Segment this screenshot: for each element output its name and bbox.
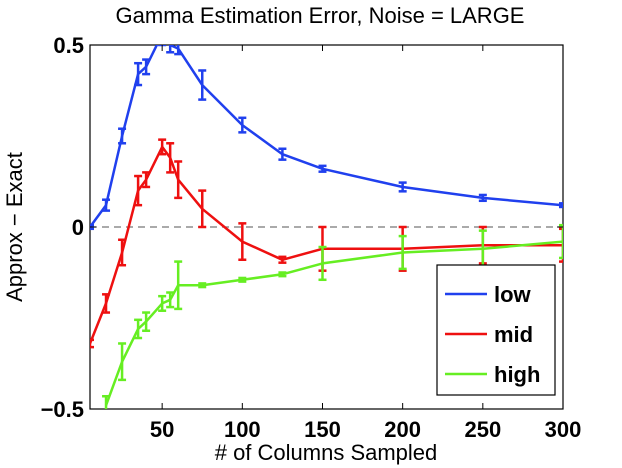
plot-area: 50 100 150 200 250 300 −0.5 0 0.5 — [41, 33, 582, 442]
error-bar-high — [166, 291, 175, 309]
error-bar-high — [318, 245, 327, 282]
y-tick-label: 0 — [72, 215, 84, 240]
error-bar-mid — [166, 142, 175, 174]
error-bar-low — [174, 45, 183, 56]
tick-layer: 50 100 150 200 250 300 −0.5 0 0.5 — [41, 33, 582, 442]
error-bar-mid — [174, 160, 183, 200]
y-tick-label: 0.5 — [53, 33, 84, 58]
error-bar-high — [102, 395, 111, 409]
error-bar-low — [478, 193, 487, 203]
error-bar-high — [398, 234, 407, 271]
x-axis-label: # of Columns Sampled — [215, 440, 438, 465]
error-bar-mid — [198, 189, 207, 229]
error-bar-low — [398, 181, 407, 193]
error-bar-mid — [90, 338, 94, 349]
error-bar-low — [142, 58, 151, 76]
error-bar-mid — [238, 222, 247, 262]
x-tick-label: 250 — [464, 417, 501, 442]
y-axis-label: Approx − Exact — [2, 152, 27, 302]
error-bar-mid — [142, 171, 151, 189]
error-bar-low — [118, 127, 127, 145]
error-bar-mid — [102, 293, 111, 314]
x-tick-label: 100 — [224, 417, 261, 442]
y-tick-label: −0.5 — [41, 397, 84, 422]
error-bar-high — [118, 342, 127, 382]
error-bar-mid — [559, 227, 563, 263]
error-bar-high — [238, 276, 247, 283]
error-bar-low — [238, 116, 247, 134]
series-low — [90, 45, 563, 231]
x-tick-label: 50 — [150, 417, 174, 442]
x-tick-label: 150 — [304, 417, 341, 442]
error-bar-high — [198, 282, 207, 289]
error-bar-mid — [134, 174, 143, 207]
error-bar-low — [166, 45, 175, 54]
series-line-high — [104, 240, 563, 406]
error-bar-mid — [278, 255, 287, 264]
error-bar-high — [142, 311, 151, 332]
error-bar-low — [134, 61, 143, 87]
error-bar-low — [102, 198, 111, 212]
legend-label-high: high — [494, 362, 540, 387]
error-bar-low — [198, 69, 207, 101]
error-bar-high — [174, 260, 183, 311]
error-bar-high — [158, 294, 167, 312]
legend-label-mid: mid — [494, 322, 533, 347]
error-bar-mid — [158, 138, 167, 156]
error-bar-low — [278, 147, 287, 161]
x-tick-label: 300 — [545, 417, 582, 442]
chart-title: Gamma Estimation Error, Noise = LARGE — [116, 3, 525, 28]
legend-label-low: low — [494, 282, 532, 307]
error-bar-low — [559, 202, 563, 209]
error-bar-high — [134, 318, 143, 340]
error-bar-low — [318, 164, 327, 173]
error-bar-high — [278, 271, 287, 278]
error-bar-low — [90, 223, 94, 231]
error-bar-high — [559, 223, 563, 260]
x-tick-label: 200 — [384, 417, 421, 442]
legend: low mid high — [436, 264, 556, 396]
error-bar-mid — [118, 238, 127, 267]
